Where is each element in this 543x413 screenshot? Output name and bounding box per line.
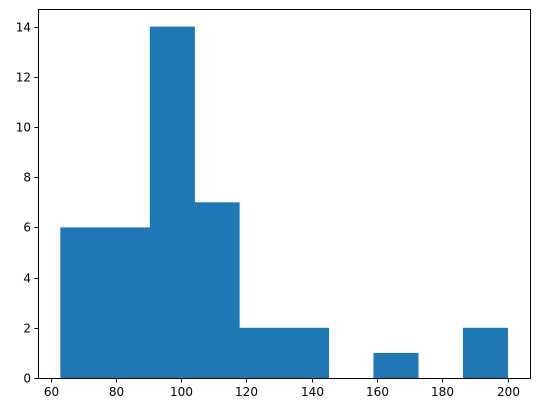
x-tick-label: 180 [431, 385, 454, 399]
histogram-bar [239, 327, 285, 378]
histogram-bar [60, 227, 106, 378]
y-tick-label: 12 [16, 71, 31, 85]
x-tick-label: 140 [301, 385, 324, 399]
x-tick-label: 160 [366, 385, 389, 399]
x-axis-ticks: 60 80 100 120 140 160 180 200 [44, 378, 520, 399]
histogram-bar [373, 352, 419, 378]
y-tick-label: 14 [16, 21, 31, 35]
plot-frame [38, 9, 531, 379]
histogram-bar [194, 202, 240, 378]
histogram-bar [149, 26, 195, 378]
histogram-bar [105, 227, 151, 378]
histogram-bar [284, 327, 330, 378]
x-tick-label: 80 [109, 385, 124, 399]
y-tick-label: 0 [23, 372, 31, 386]
y-tick-label: 10 [16, 121, 31, 135]
x-tick-label: 60 [44, 385, 59, 399]
x-tick-label: 200 [497, 385, 520, 399]
y-tick-label: 8 [23, 171, 31, 185]
x-tick-label: 120 [235, 385, 258, 399]
y-tick-label: 2 [23, 322, 31, 336]
x-tick-label: 100 [170, 385, 193, 399]
histogram-bar [462, 327, 508, 378]
y-tick-label: 4 [23, 272, 31, 286]
y-tick-label: 6 [23, 221, 31, 235]
histogram-bars [60, 26, 508, 378]
y-axis-ticks: 0 2 4 6 8 10 12 14 [16, 21, 39, 386]
